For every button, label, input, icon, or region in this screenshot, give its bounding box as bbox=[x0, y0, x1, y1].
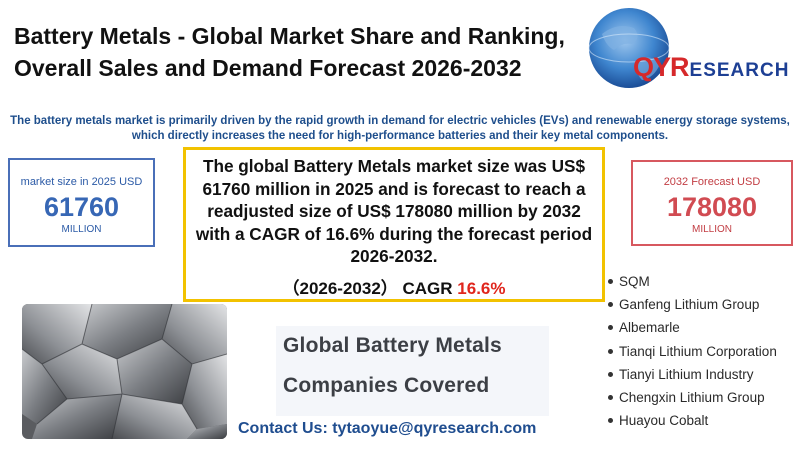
bullet-icon bbox=[608, 302, 613, 308]
title-line-1: Battery Metals - Global Market Share and… bbox=[14, 23, 565, 49]
title-line-2: Overall Sales and Demand Forecast 2026-2… bbox=[14, 55, 522, 81]
list-item: Ganfeng Lithium Group bbox=[604, 293, 800, 316]
forecast-2032-label: 2032 Forecast USD bbox=[663, 176, 761, 188]
page-title: Battery Metals - Global Market Share and… bbox=[14, 20, 604, 84]
list-item: Chengxin Lithium Group bbox=[604, 386, 800, 409]
market-size-2025-card: market size in 2025 USD 61760 MILLION bbox=[8, 158, 155, 247]
list-item: SQM bbox=[604, 270, 800, 293]
intro-line-1: The battery metals market is primarily d… bbox=[10, 115, 790, 127]
logo-qy: QY bbox=[633, 52, 671, 82]
bullet-icon bbox=[608, 394, 613, 400]
bullet-icon bbox=[608, 325, 613, 331]
globe-logo-icon bbox=[588, 8, 670, 88]
logo-research: ESEARCH bbox=[689, 60, 790, 81]
contact-email[interactable]: Contact Us: tytaoyue@qyresearch.com bbox=[238, 420, 537, 437]
market-summary-text: The global Battery Metals market size wa… bbox=[195, 156, 593, 266]
cagr-prefix: （2026-2032） CAGR bbox=[282, 278, 458, 298]
list-item: Tianqi Lithium Corporation bbox=[604, 340, 800, 363]
bullet-icon bbox=[608, 418, 613, 424]
cagr-value: 16.6% bbox=[457, 278, 506, 298]
cagr-line: （2026-2032） CAGR 16.6% bbox=[186, 274, 602, 299]
brand-logo: QYRESEARCH bbox=[633, 52, 789, 83]
companies-heading-line-2: Companies Covered bbox=[283, 374, 490, 397]
companies-heading-line-1: Global Battery Metals bbox=[283, 334, 502, 357]
forecast-2032-unit: MILLION bbox=[691, 224, 732, 235]
metal-ore-image bbox=[22, 304, 227, 439]
market-size-2025-unit: MILLION bbox=[61, 224, 102, 235]
companies-covered-heading: Global Battery Metals Companies Covered bbox=[283, 326, 502, 406]
forecast-2032-value: 178080 bbox=[666, 192, 758, 222]
list-item: Huayou Cobalt bbox=[604, 409, 800, 432]
bullet-icon bbox=[608, 371, 613, 377]
companies-heading-background bbox=[276, 326, 549, 416]
bullet-icon bbox=[608, 348, 613, 354]
list-item: Tianyi Lithium Industry bbox=[604, 363, 800, 386]
list-item: Albemarle bbox=[604, 316, 800, 339]
bullet-icon bbox=[608, 278, 613, 284]
forecast-2032-card: 2032 Forecast USD 178080 MILLION bbox=[631, 160, 793, 246]
market-summary-box: The global Battery Metals market size wa… bbox=[183, 147, 605, 302]
intro-line-2: which directly increases the need for hi… bbox=[131, 130, 669, 142]
market-size-2025-value: 61760 bbox=[43, 192, 120, 222]
logo-r: R bbox=[670, 52, 690, 82]
intro-text: The battery metals market is primarily d… bbox=[0, 114, 800, 144]
market-size-2025-label: market size in 2025 USD bbox=[20, 176, 143, 188]
company-list: SQM Ganfeng Lithium Group Albemarle Tian… bbox=[604, 270, 800, 432]
